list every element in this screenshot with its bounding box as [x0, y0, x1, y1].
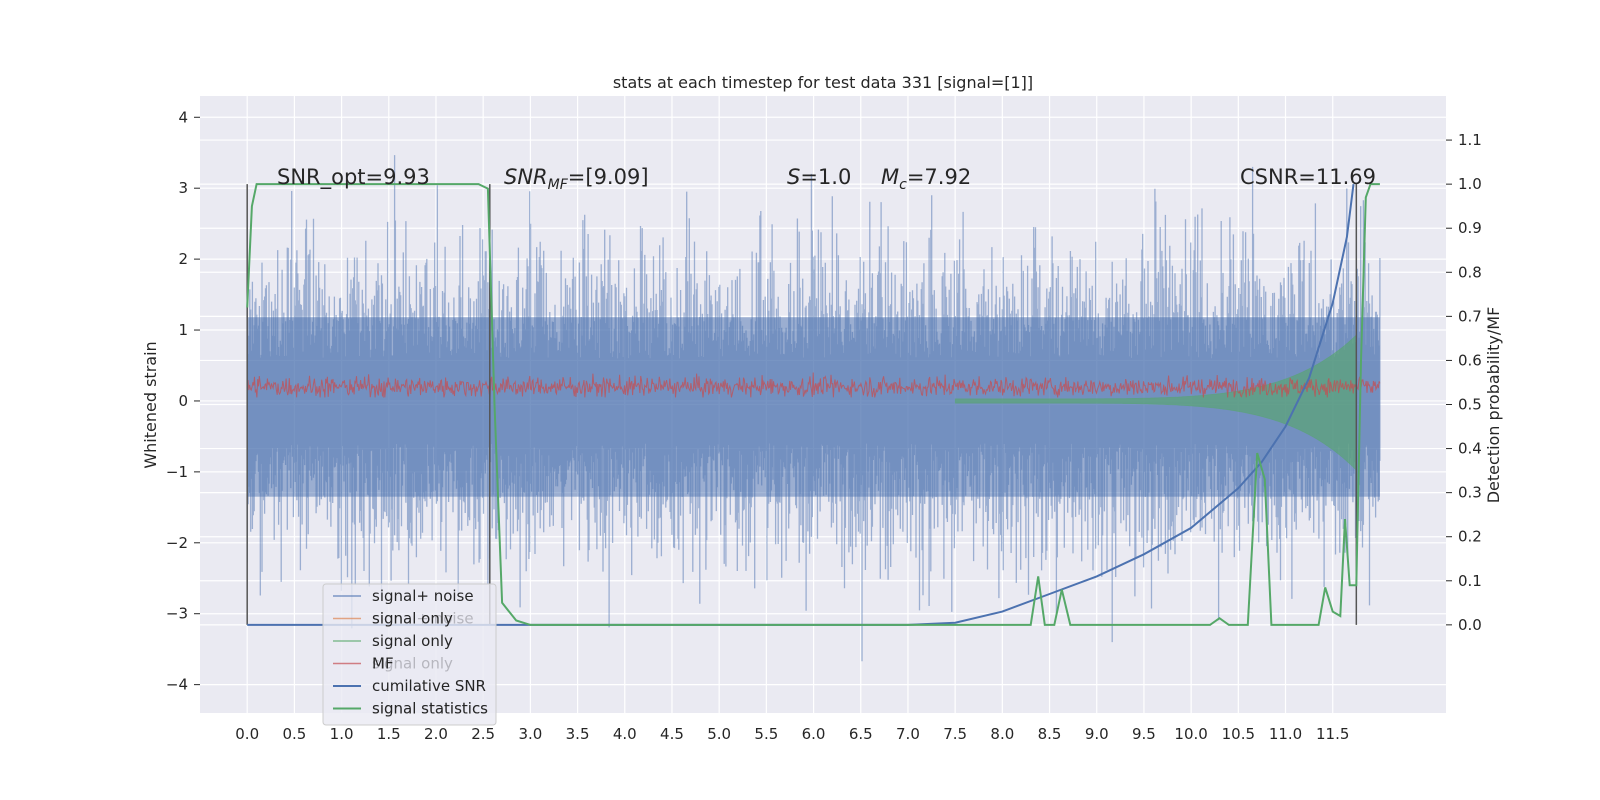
x-tick-label: 8.0 [990, 725, 1014, 743]
legend-label: cumilative SNR [372, 677, 486, 695]
x-tick-label: 6.0 [802, 725, 826, 743]
y-right-tick-label: 0.1 [1458, 572, 1482, 590]
y-tick-label: 4 [178, 108, 188, 126]
y-tick-label: −4 [166, 676, 188, 694]
x-tick-label: 1.0 [330, 725, 354, 743]
y-axis-label: Whitened strain [141, 341, 160, 468]
x-tick-label: 11.0 [1269, 725, 1302, 743]
y-tick-label: −1 [166, 463, 188, 481]
y-right-tick-label: 0.3 [1458, 484, 1482, 502]
legend-box [322, 583, 497, 726]
y-tick-label: −3 [166, 605, 188, 623]
legend-label: signal only [372, 632, 453, 650]
x-tick-label: 0.0 [235, 725, 259, 743]
x-tick-label: 7.5 [943, 725, 967, 743]
annotation-snr-mf-tail: =[9.09] [568, 165, 649, 189]
annotation-snr-mf: SNRMF=[9.09] [504, 165, 649, 193]
y-right-tick-label: 0.0 [1458, 616, 1482, 634]
x-tick-label: 11.5 [1316, 725, 1349, 743]
x-tick-label: 4.0 [613, 725, 637, 743]
y-tick-label: −2 [166, 534, 188, 552]
legend-label: MF [372, 655, 394, 673]
signal-plus-noise-series [246, 155, 1381, 662]
legend-ghost-label: signal+ noise [372, 610, 474, 628]
x-tick-label: 10.5 [1222, 725, 1255, 743]
x-tick-label: 5.0 [707, 725, 731, 743]
y-tick-label: 3 [178, 179, 188, 197]
annotation-mc: Mc=7.92 [881, 165, 971, 193]
x-tick-label: 9.0 [1085, 725, 1109, 743]
y-right-tick-label: 0.9 [1458, 219, 1482, 237]
x-tick-label: 3.5 [566, 725, 590, 743]
legend-ghost-label: signal statistics [372, 700, 488, 718]
annotation-mc-var: M [881, 165, 899, 189]
annotation-mc-val: =7.92 [907, 165, 971, 189]
y-right-tick-label: 1.0 [1458, 175, 1482, 193]
y-right-tick-label: 0.2 [1458, 528, 1482, 546]
x-tick-label: 7.0 [896, 725, 920, 743]
legend-label: signal statistics [372, 700, 488, 718]
y-right-tick-label: 0.8 [1458, 263, 1482, 281]
x-tick-label: 1.5 [377, 725, 401, 743]
chart-title: stats at each timestep for test data 331… [613, 73, 1033, 92]
x-tick-label: 2.5 [471, 725, 495, 743]
legend-ghost-label: signal only [372, 655, 453, 673]
cumilative-snr-series [247, 183, 1355, 626]
annotation-snr-mf-sub: MF [548, 177, 569, 193]
mf-series [246, 372, 1381, 399]
x-tick-label: 10.0 [1174, 725, 1207, 743]
annotation-s: S=1.0 [787, 165, 851, 189]
x-tick-label: 5.5 [754, 725, 778, 743]
x-tick-label: 8.5 [1038, 725, 1062, 743]
axis-ticks: 0.0 0.5 1.0 1.5 2.0 2.5 3.0 3.5 4.0 4.5 5.0 5.5 6.0 6… [166, 108, 1482, 743]
y-right-tick-label: 0.6 [1458, 351, 1482, 369]
x-tick-label: 6.5 [849, 725, 873, 743]
annotation-mc-sub: c [899, 177, 907, 193]
annotation-s-val: =1.0 [800, 165, 851, 189]
annotation-csnr: CSNR=11.69 [1240, 165, 1376, 189]
y-right-tick-label: 0.4 [1458, 440, 1482, 458]
y-axis-right-label: Detection probability/MF [1484, 307, 1503, 504]
signal-statistics-series [246, 183, 1380, 626]
annotation-snr-opt: SNR_opt=9.93 [277, 165, 430, 190]
x-tick-label: 9.5 [1132, 725, 1156, 743]
annotation-s-var: S [787, 165, 800, 189]
y-right-tick-label: 1.1 [1458, 131, 1482, 149]
x-tick-label: 0.5 [282, 725, 306, 743]
legend-label: signal only [372, 610, 453, 628]
x-tick-label: 3.0 [518, 725, 542, 743]
x-tick-label: 2.0 [424, 725, 448, 743]
legend-label: signal+ noise [372, 587, 474, 605]
y-tick-label: 2 [178, 250, 188, 268]
y-tick-label: 1 [178, 321, 188, 339]
annotation-snr-mf-main: SNR [504, 165, 548, 189]
y-right-tick-label: 0.5 [1458, 396, 1482, 414]
y-right-tick-label: 0.7 [1458, 307, 1482, 325]
y-tick-label: 0 [178, 392, 188, 410]
x-tick-label: 4.5 [660, 725, 684, 743]
